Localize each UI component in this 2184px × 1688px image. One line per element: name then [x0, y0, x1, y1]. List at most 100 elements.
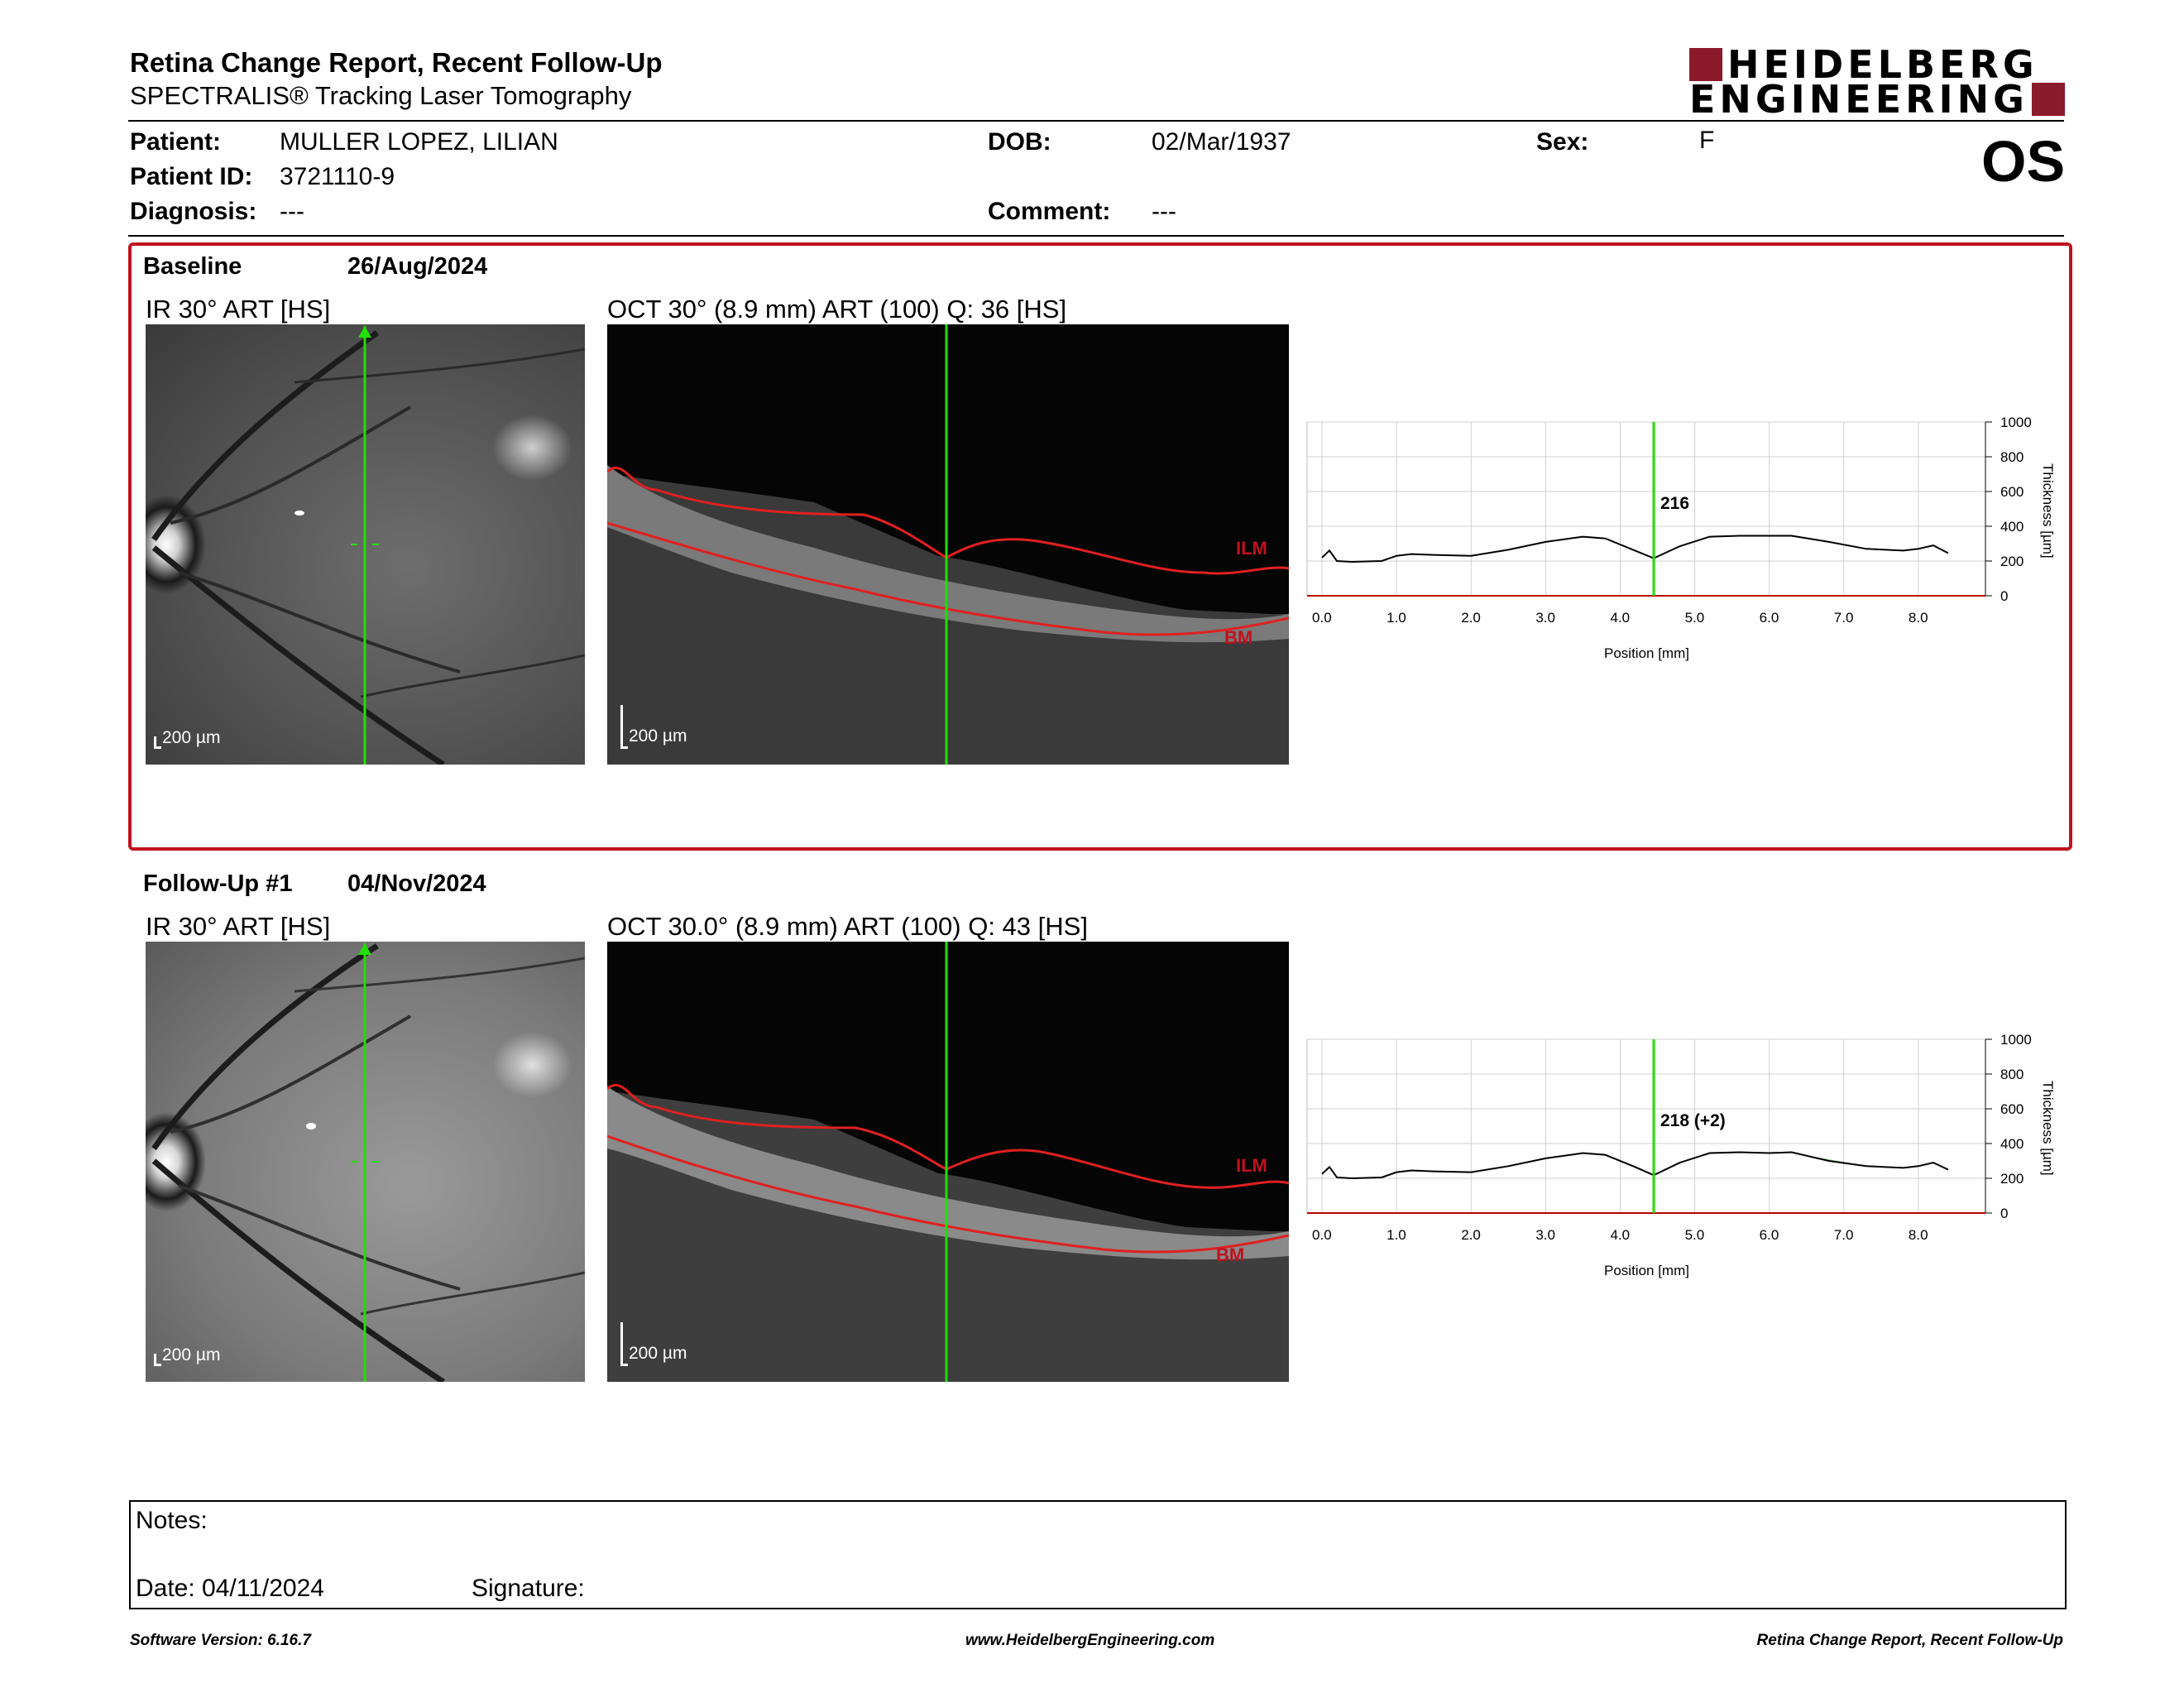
logo-square-icon: [1689, 48, 1722, 81]
logo-line2: ENGINEERING: [1689, 77, 2028, 122]
y-axis-label: Thickness [µm]: [2040, 1081, 2056, 1176]
baseline-ir-fundus-image: 200 µm: [146, 324, 585, 765]
thickness-profile-line: [1321, 535, 1949, 563]
report-subtitle: SPECTRALIS® Tracking Laser Tomography: [130, 81, 632, 110]
followup-ir-fundus-image: 200 µm: [146, 942, 585, 1382]
x-tick-label: 7.0: [1834, 1227, 1854, 1243]
dob-label: DOB:: [988, 128, 1051, 156]
y-tick-label: 0: [2000, 588, 2008, 604]
thickness-profile-line: [1321, 1151, 1949, 1180]
y-axis-label: Thickness [µm]: [2040, 463, 2056, 559]
y-tick-label: 200: [2000, 554, 2024, 569]
x-axis-label: Position [mm]: [1604, 1263, 1689, 1278]
followup-date: 04/Nov/2024: [347, 870, 486, 897]
y-tick-label: 400: [2000, 1136, 2024, 1152]
x-axis-label: Position [mm]: [1604, 645, 1689, 661]
x-tick-label: 3.0: [1535, 1227, 1555, 1243]
dob-value: 02/Mar/1937: [1152, 128, 1291, 156]
baseline-oct-bscan: ILM BM 200 µm: [607, 324, 1289, 765]
footer-software-version: Software Version: 6.16.7: [130, 1632, 311, 1649]
x-tick-label: 6.0: [1760, 610, 1779, 626]
baseline-section-frame: [128, 242, 2072, 851]
comment-value: ---: [1152, 198, 1176, 225]
diagnosis-value: ---: [280, 198, 304, 225]
x-tick-label: 0.0: [1312, 610, 1332, 626]
patient-id-label: Patient ID:: [130, 163, 253, 190]
patient-name: MULLER LOPEZ, LILIAN: [280, 128, 558, 156]
x-tick-label: 2.0: [1461, 1227, 1481, 1243]
patient-id: 3721110-9: [280, 163, 395, 190]
followup-ir-scale: 200 µm: [162, 1345, 221, 1364]
followup-ilm-label: ILM: [1236, 1155, 1267, 1176]
footer-report-name: Retina Change Report, Recent Follow-Up: [1756, 1632, 2063, 1649]
x-tick-label: 5.0: [1685, 610, 1705, 626]
x-tick-label: 2.0: [1461, 610, 1481, 626]
y-tick-label: 600: [2000, 1101, 2024, 1117]
followup-oct-scale: 200 µm: [629, 1344, 687, 1363]
logo: HEIDELBERG: [1689, 42, 2038, 87]
logo-square-icon: [2031, 83, 2065, 116]
y-tick-label: 400: [2000, 519, 2024, 535]
patient-label: Patient:: [130, 128, 222, 156]
scale-bar-icon: [620, 705, 628, 749]
x-tick-label: 1.0: [1387, 1227, 1406, 1243]
baseline-oct-scale: 200 µm: [629, 727, 687, 746]
x-tick-label: 7.0: [1834, 610, 1854, 626]
baseline-thickness-chart: 1000 800 600 400 200 0 0.0 1.0 2.0 3.0 4.0 5.0 6.0 7.…: [1306, 414, 2068, 687]
scale-bar-icon: [154, 1354, 161, 1366]
footer-website: www.HeidelbergEngineering.com: [965, 1632, 1215, 1649]
followup-oct-bscan: ILM BM 200 µm: [607, 942, 1289, 1382]
followup-oct-layers: [607, 942, 1289, 1382]
thickness-chart-svg: 1000 800 600 400 200 0 0.0 1.0 2.0 3.0 4.0 5.0 6.0 7.…: [1306, 415, 2056, 661]
baseline-ir-scale: 200 µm: [162, 728, 221, 747]
followup-bm-label: BM: [1216, 1244, 1245, 1265]
sex-value: F: [1699, 127, 1715, 154]
y-tick-label: 200: [2000, 1171, 2024, 1187]
baseline-ir-label: IR 30° ART [HS]: [146, 295, 331, 324]
logo-line1: HEIDELBERG: [1727, 42, 2038, 87]
signature-label: Signature:: [472, 1575, 585, 1602]
marker-value-label: 216: [1660, 494, 1689, 513]
logo-line2-row: ENGINEERING: [1689, 77, 2065, 122]
baseline-ilm-label: ILM: [1236, 538, 1267, 559]
x-tick-label: 4.0: [1610, 610, 1630, 626]
y-tick-label: 1000: [2000, 415, 2032, 430]
baseline-ir-vessels: [151, 326, 585, 765]
baseline-bm-label: BM: [1224, 627, 1253, 648]
patient-divider: [128, 235, 2064, 237]
diagnosis-label: Diagnosis:: [130, 198, 257, 225]
baseline-oct-layers: [607, 324, 1289, 765]
x-tick-label: 4.0: [1610, 1227, 1630, 1243]
y-tick-label: 0: [2000, 1206, 2008, 1221]
marker-value-label: 218 (+2): [1660, 1111, 1726, 1130]
x-tick-label: 5.0: [1685, 1227, 1705, 1243]
header-divider: [128, 120, 2064, 122]
followup-oct-label: OCT 30.0° (8.9 mm) ART (100) Q: 43 [HS]: [607, 912, 1088, 941]
y-tick-label: 800: [2000, 449, 2024, 465]
plot-area: [1306, 421, 1986, 597]
notes-box[interactable]: Notes: Date: 04/11/2024 Signature:: [129, 1500, 2067, 1609]
plot-area: [1306, 1038, 1986, 1214]
x-tick-label: 6.0: [1760, 1227, 1779, 1243]
followup-ir-label: IR 30° ART [HS]: [146, 912, 331, 941]
baseline-title: Baseline: [143, 253, 242, 280]
y-tick-label: 600: [2000, 484, 2024, 500]
y-tick-label: 1000: [2000, 1032, 2032, 1048]
x-tick-label: 3.0: [1535, 610, 1555, 626]
followup-ir-vessels: [151, 943, 585, 1382]
comment-label: Comment:: [988, 198, 1111, 225]
thickness-chart-svg: 1000 800 600 400 200 0 0.0 1.0 2.0 3.0 4.0 5.0 6.0 7.…: [1306, 1032, 2056, 1278]
followup-thickness-chart: 1000 800 600 400 200 0 0.0 1.0 2.0 3.0 4.0 5.0 6.0 7.…: [1306, 1031, 2068, 1304]
x-tick-label: 8.0: [1909, 610, 1928, 626]
notes-label: Notes:: [136, 1507, 208, 1534]
date-label: Date: 04/11/2024: [136, 1575, 324, 1602]
x-tick-label: 0.0: [1312, 1227, 1332, 1243]
baseline-oct-label: OCT 30° (8.9 mm) ART (100) Q: 36 [HS]: [607, 295, 1067, 324]
report-title: Retina Change Report, Recent Follow-Up: [130, 47, 663, 78]
baseline-date: 26/Aug/2024: [347, 253, 488, 280]
x-tick-label: 8.0: [1909, 1227, 1928, 1243]
sex-label: Sex:: [1536, 128, 1589, 156]
scale-bar-icon: [620, 1322, 628, 1366]
scale-bar-icon: [154, 736, 161, 749]
y-tick-label: 800: [2000, 1067, 2024, 1082]
